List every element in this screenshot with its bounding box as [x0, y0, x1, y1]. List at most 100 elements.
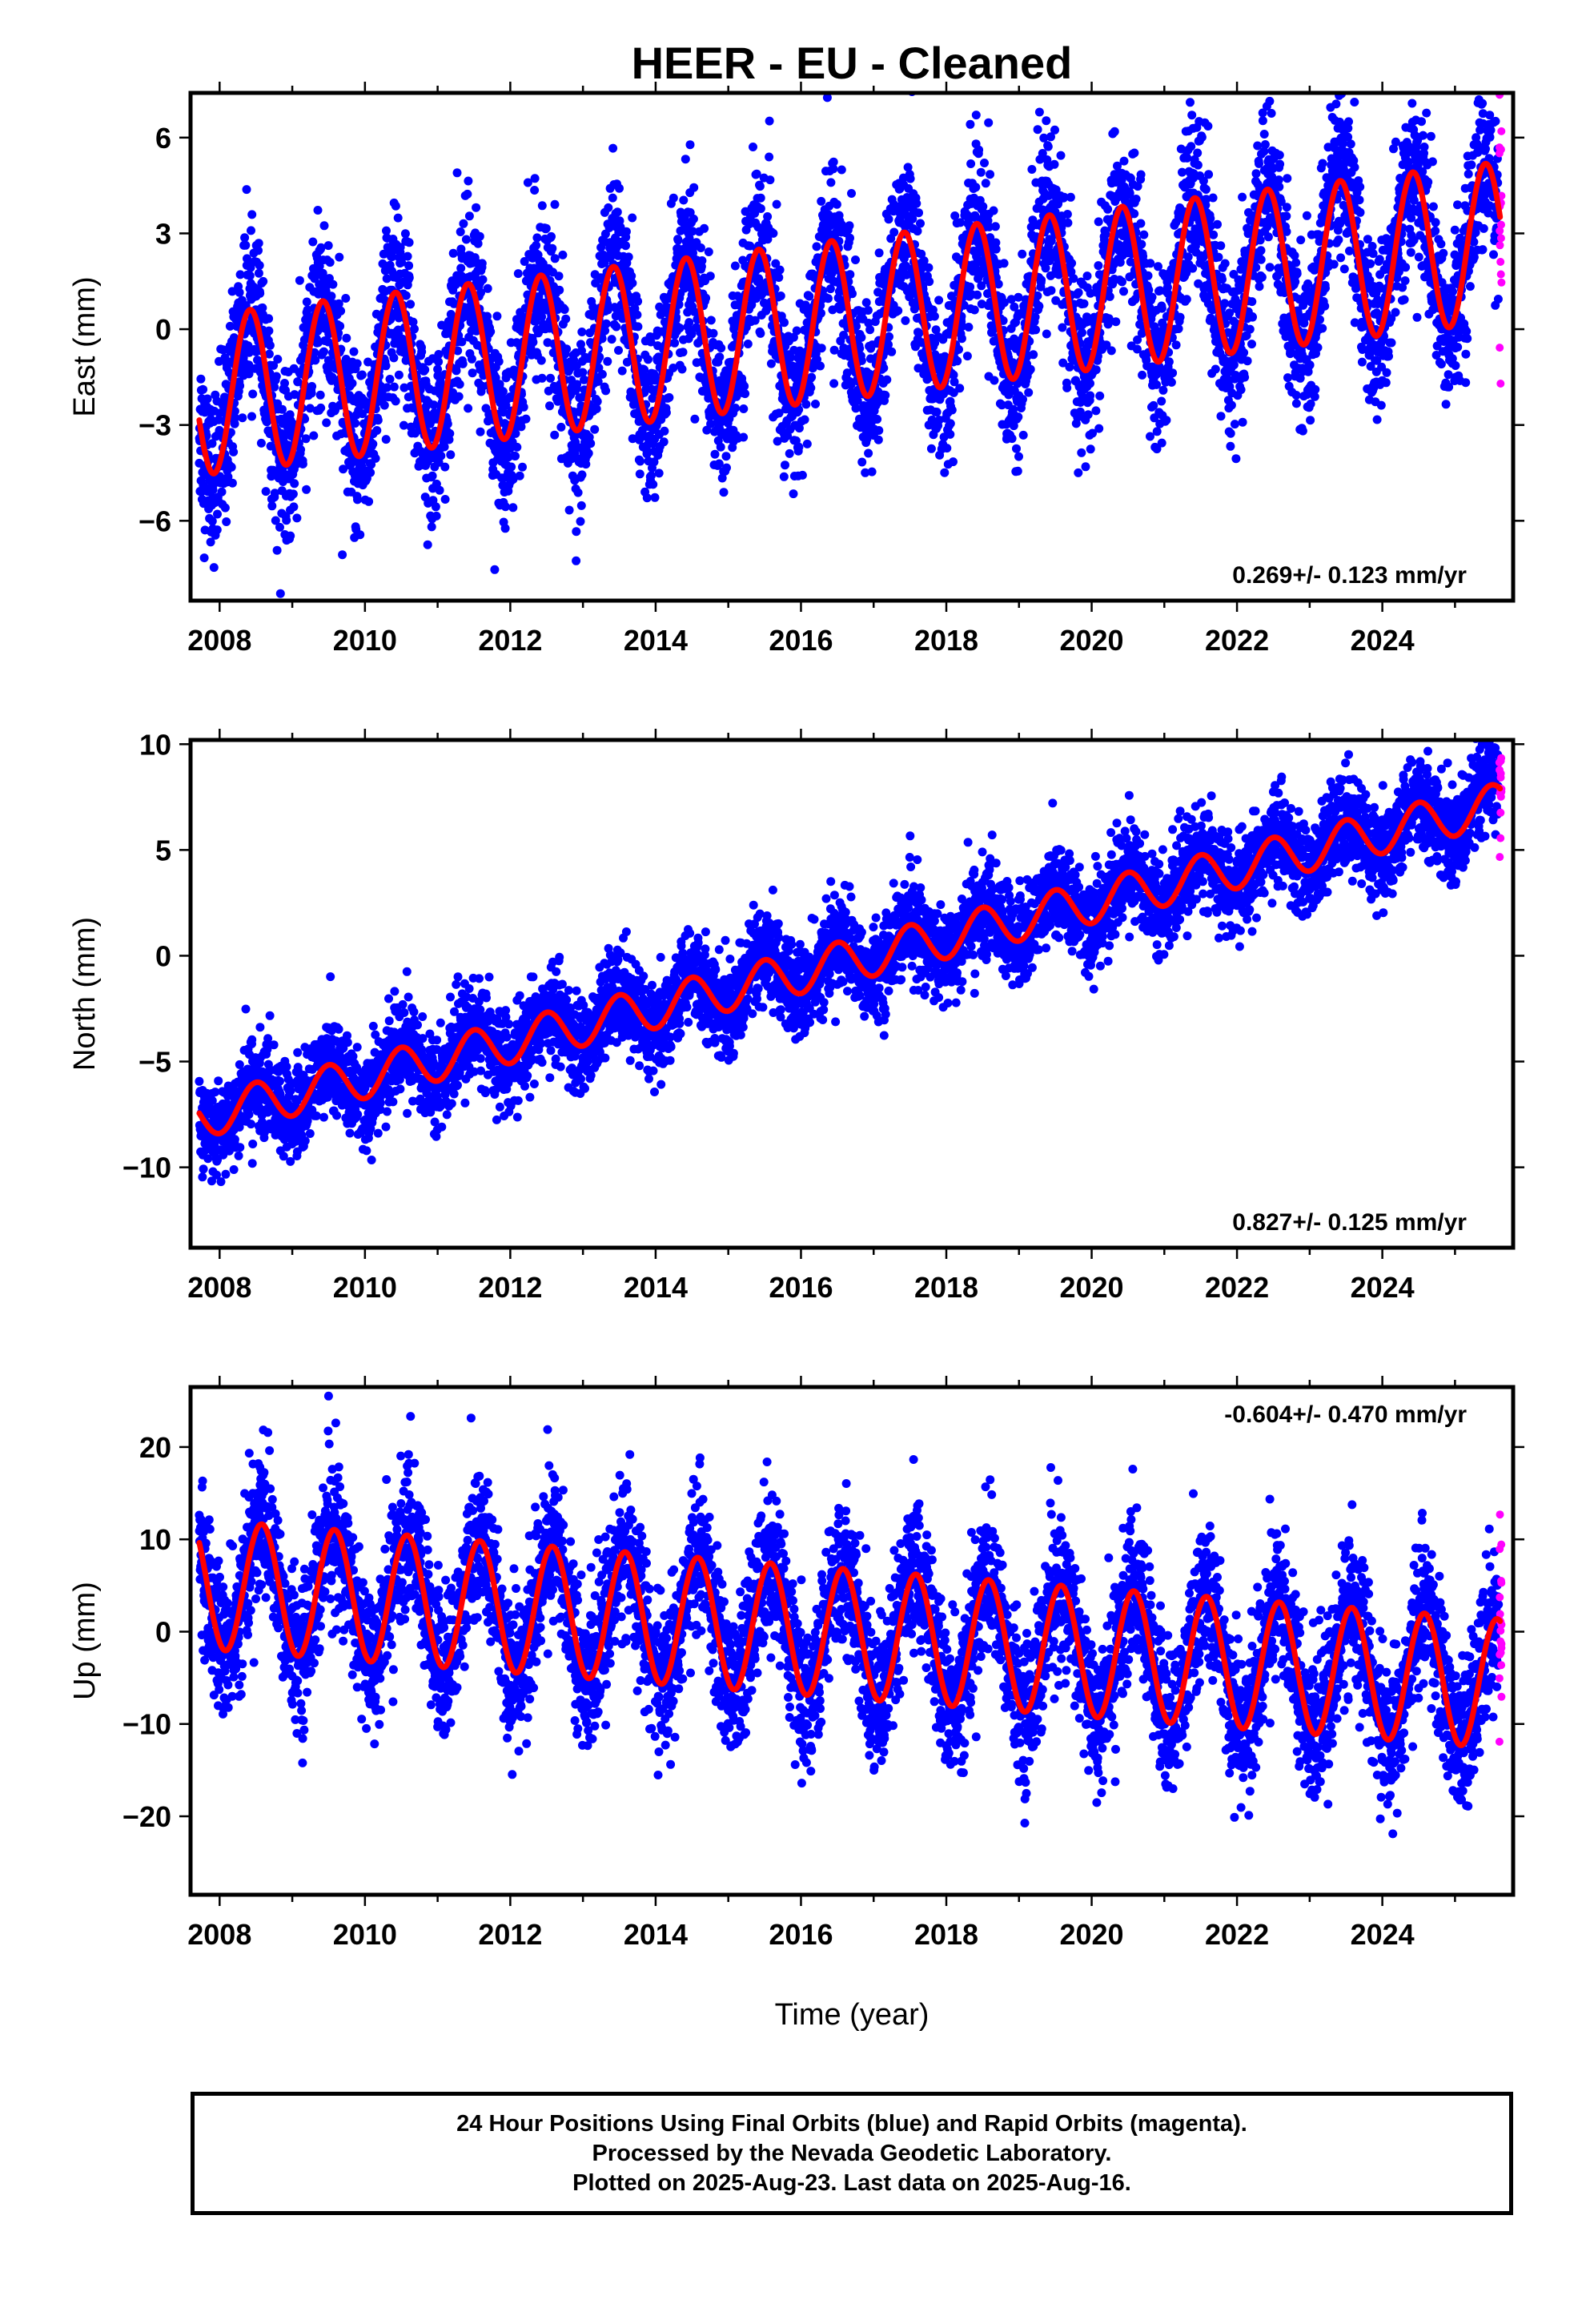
east-point [1227, 400, 1236, 410]
east-point [207, 439, 217, 448]
east-point [464, 404, 473, 413]
east-point [206, 537, 215, 547]
east-point [1018, 430, 1028, 440]
east-point [756, 193, 765, 203]
east-point [545, 401, 554, 411]
east-point [912, 199, 921, 208]
east-point [1105, 292, 1114, 301]
east-point [670, 338, 680, 348]
east-point [530, 174, 540, 183]
east-point [366, 468, 375, 477]
east-point [417, 347, 427, 356]
east-point [556, 422, 566, 432]
east-point [947, 405, 957, 415]
east-point [1238, 192, 1247, 202]
east-point [934, 296, 944, 305]
east-point [689, 183, 699, 192]
east-point [646, 337, 656, 347]
east-point [490, 565, 500, 574]
east-point [410, 324, 419, 334]
east-point [461, 235, 471, 244]
east-point [785, 448, 794, 458]
east-point [560, 305, 569, 314]
east-point [717, 344, 726, 353]
east-point [1119, 156, 1129, 166]
east-point [739, 432, 749, 442]
east-point [230, 406, 239, 416]
east-point [597, 334, 607, 344]
east-point [817, 344, 826, 353]
east-point [254, 246, 263, 255]
east-point [901, 316, 910, 325]
east-point [403, 251, 412, 261]
east-point [970, 305, 979, 315]
east-point [298, 460, 307, 468]
east-point [296, 445, 306, 454]
east-point [1248, 312, 1257, 322]
east-point [1182, 295, 1191, 304]
east-point [685, 140, 695, 150]
east-point [528, 337, 538, 347]
east-point [327, 372, 337, 382]
east-point [600, 326, 610, 336]
east-point [338, 550, 347, 560]
east-point [1138, 370, 1147, 380]
east-point [1157, 304, 1166, 313]
east-point [1139, 230, 1149, 239]
east-point [452, 366, 461, 376]
east-point [269, 360, 279, 370]
east-point [434, 357, 444, 367]
east-point [756, 204, 765, 213]
east-point [953, 356, 962, 366]
east-point [659, 437, 669, 447]
east-point [435, 485, 444, 495]
east-point [1094, 424, 1104, 433]
east-point [722, 463, 731, 472]
east-point [643, 448, 652, 457]
east-point [494, 356, 504, 366]
east-point [689, 214, 698, 223]
east-point [989, 206, 998, 215]
east-point [1029, 350, 1038, 360]
east-point [807, 372, 817, 382]
east-point [601, 319, 611, 328]
east-point [816, 361, 825, 371]
east-point [464, 176, 473, 186]
east-point [966, 119, 975, 129]
east-point [644, 355, 652, 364]
east-point [270, 489, 279, 498]
east-point [406, 300, 416, 309]
east-point [511, 452, 520, 460]
east-point [1230, 420, 1239, 429]
east-point [632, 310, 642, 320]
east-point [615, 183, 624, 193]
east-point [980, 159, 989, 167]
east-point [432, 511, 441, 521]
east-point [1106, 346, 1116, 356]
east-point [357, 370, 367, 380]
east-point [749, 143, 757, 151]
east-point [223, 472, 233, 481]
east-point [825, 284, 835, 294]
east-point [674, 300, 684, 309]
east-point [792, 326, 801, 336]
east-point [1171, 340, 1181, 350]
east-point [513, 269, 523, 279]
east-point [368, 439, 378, 448]
east-point [452, 168, 462, 178]
east-point [431, 502, 440, 512]
east-point [391, 201, 400, 211]
east-point [614, 346, 623, 355]
east-point [914, 208, 923, 218]
east-point [1157, 396, 1166, 406]
east-point [1081, 462, 1090, 472]
east-point [765, 175, 775, 185]
east-point [286, 531, 295, 541]
east-point [1211, 364, 1220, 374]
east-point [464, 211, 474, 221]
east-point [1136, 219, 1146, 228]
east-point [603, 305, 612, 315]
chart-title: HEER - EU - Cleaned [632, 38, 1073, 88]
east-point [1193, 160, 1203, 170]
east-point [586, 439, 596, 448]
